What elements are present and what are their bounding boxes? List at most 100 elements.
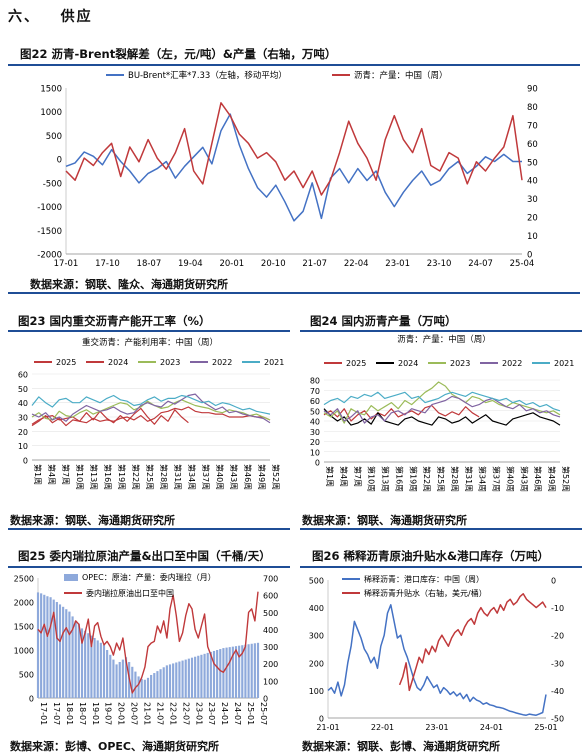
fig22-ytick-right-label: 70 <box>527 121 538 131</box>
fig25-bar <box>87 633 90 698</box>
fig23-xtick-label: 第7周 <box>61 464 71 485</box>
fig22-ytick-label: -2000 <box>37 251 62 261</box>
fig25-xtick-label: 25-01 <box>246 702 255 725</box>
fig23-xtick-label: 第22周 <box>131 464 141 490</box>
fig24-xtick-label: 第37周 <box>492 466 502 492</box>
fig23-legend-label: 2025 <box>56 358 76 367</box>
fig25-bar <box>253 643 256 698</box>
fig22-xtick-label: 24-07 <box>468 259 493 269</box>
fig23-series-line-2 <box>31 399 271 421</box>
fig25-bar <box>84 630 87 698</box>
fig22-xtick-label: 18-07 <box>137 259 162 269</box>
fig22-ytick-label: 500 <box>46 132 62 142</box>
fig24-xtick-label: 第52周 <box>561 466 571 492</box>
fig25-bar <box>43 594 46 698</box>
fig23-xtick-label: 第1周 <box>33 464 43 485</box>
fig22-ytick-right-label: 40 <box>527 177 538 187</box>
fig26-xtick-label: 25-01 <box>534 723 557 732</box>
fig24-ytick-label: 60 <box>310 397 320 406</box>
fig23-xtick-label: 第28周 <box>159 464 169 490</box>
fig25-xtick-label: 17-01 <box>39 702 48 725</box>
fig24-series-line-0 <box>323 405 480 422</box>
fig24-legend-label: 2023 <box>450 359 470 368</box>
fig23-legend-label: 2021 <box>264 358 284 367</box>
fig25-bar <box>250 643 253 698</box>
fig24-ytick-label: 80 <box>310 377 320 386</box>
fig26-title: 图26 稀释沥青原油升贴水&港口库存（万吨） <box>312 549 550 563</box>
fig22-xtick-label: 19-04 <box>178 259 203 269</box>
fig24-ytick-label: 10 <box>310 448 320 457</box>
fig23-legend-label: 2022 <box>212 358 232 367</box>
fig23-rule <box>8 330 290 332</box>
fig24-title: 图24 国内沥青产量（万吨） <box>310 314 457 328</box>
fig23-ytick-label: 40 <box>18 399 28 408</box>
fig22-ytick-right-label: 50 <box>527 158 538 168</box>
fig25-bar <box>231 646 234 698</box>
fig25-ytick-label: 0 <box>29 695 34 704</box>
fig25-xtick-label: 20-07 <box>130 702 139 725</box>
fig25-bar <box>187 658 190 698</box>
fig22-ytick-right-label: 80 <box>527 103 538 113</box>
fig25-bar <box>74 621 77 698</box>
fig23-xtick-label: 第37周 <box>201 464 211 490</box>
fig25-bar <box>190 657 194 698</box>
fig23-xtick-label: 第31周 <box>173 464 183 490</box>
fig25-bar <box>109 654 112 698</box>
fig25-bar <box>197 655 200 698</box>
fig24-xtick-label: 第7周 <box>353 466 363 487</box>
fig24-xtick-label: 第31周 <box>464 466 474 492</box>
fig22-title: 图22 沥青-Brent裂解差（左，元/吨）&产量（右轴，万吨） <box>20 47 337 61</box>
fig22-source: 数据来源：钢联、隆众、海通期货研究所 <box>30 278 228 291</box>
fig26-ytick-right-label: 0 <box>551 577 556 586</box>
fig25-legend-label: OPEC：原油：产量：委内瑞拉（月） <box>82 572 216 582</box>
fig25-ytick-right-label: 300 <box>263 643 278 652</box>
fig22-ytick-right-label: 60 <box>527 140 538 150</box>
fig23-xtick-label: 第10周 <box>75 464 85 490</box>
fig25-bar <box>247 644 250 698</box>
fig22-ytick-label: -1000 <box>37 203 62 213</box>
fig25-ytick-label: 1000 <box>14 647 34 656</box>
fig25-ytick-label: 2000 <box>14 599 34 608</box>
fig25-bar <box>58 604 62 698</box>
fig25-bar <box>225 647 228 698</box>
fig23-series-line-1 <box>31 406 271 427</box>
fig25-bar <box>121 659 124 698</box>
fig22-series-line-1 <box>65 102 523 196</box>
fig24-xtick-label: 第40周 <box>505 466 515 492</box>
fig25-bar <box>71 616 74 698</box>
fig26-series-line-0 <box>327 604 547 716</box>
fig25-bar <box>206 652 209 698</box>
fig24-xtick-label: 第34周 <box>478 466 488 492</box>
fig24-xtick-label: 第4周 <box>339 466 349 487</box>
fig25-bar <box>143 679 146 698</box>
fig22-rule <box>8 64 580 66</box>
fig26-ytick-label: 400 <box>309 604 324 613</box>
fig25-bar <box>137 676 140 698</box>
fig25-xtick-label: 18-07 <box>78 702 87 725</box>
fig24-bottom-rule <box>300 528 582 530</box>
fig22-ytick-right-label: 10 <box>527 232 538 242</box>
fig23-xtick-label: 第19周 <box>117 464 127 490</box>
fig24-xtick-label: 第46周 <box>533 466 543 492</box>
fig22-xtick-label: 23-10 <box>427 259 452 269</box>
fig24-legend-label: 2021 <box>554 359 574 368</box>
fig25-bar <box>55 602 58 698</box>
fig25-bar <box>65 609 68 698</box>
fig23-legend-label: 2023 <box>160 358 180 367</box>
fig25-bar <box>238 645 241 698</box>
fig25-bar <box>216 650 219 698</box>
fig25-xtick-label: 24-07 <box>233 702 242 725</box>
fig26-ytick-right-label: -50 <box>551 715 564 724</box>
fig24-xtick-label: 第49周 <box>547 466 557 492</box>
fig25-bar <box>156 671 159 698</box>
fig25-bar <box>46 596 49 698</box>
fig26-ytick-right-label: -30 <box>551 659 564 668</box>
fig23-xtick-label: 第34周 <box>187 464 197 490</box>
fig25-bar <box>222 648 225 698</box>
fig25-bar <box>40 593 43 698</box>
fig24-subtitle: 沥青：产量：中国（周） <box>397 334 491 345</box>
fig23-xtick-label: 第25周 <box>145 464 155 490</box>
fig26-xtick-label: 24-01 <box>480 723 503 732</box>
fig25-bar <box>106 650 109 698</box>
